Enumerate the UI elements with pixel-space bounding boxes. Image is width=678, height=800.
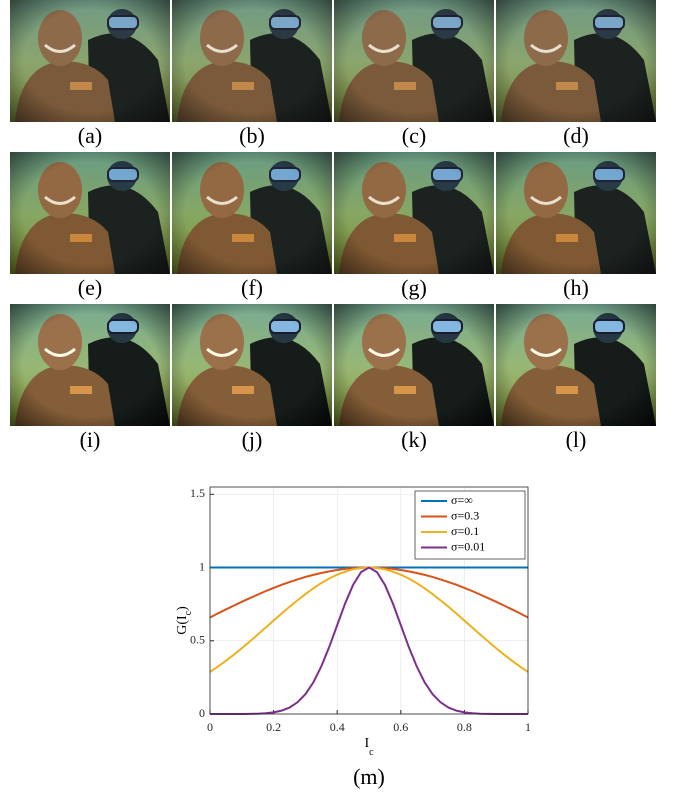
x-axis-label: Ic — [364, 736, 374, 758]
photo — [172, 0, 332, 122]
panel-label: (j) — [242, 427, 263, 452]
photo — [496, 0, 656, 122]
photo — [496, 304, 656, 426]
photo — [334, 304, 494, 426]
chart: 0 0.5 1 1.5 0 0.2 0.4 0.6 0.8 1 σ=∞σ=0.3 σ=0.1σ=0.0… — [175, 486, 531, 789]
legend-label: σ=0.3 — [451, 508, 479, 522]
legend-label: σ=0.1 — [451, 524, 479, 538]
y-tick-label: 1.5 — [190, 486, 205, 500]
x-tick-label: 0 — [207, 720, 213, 734]
legend-label: σ=∞ — [451, 493, 473, 507]
y-axis-label: G(Ic) — [175, 606, 194, 635]
panel-label: (c) — [402, 123, 426, 148]
photo — [334, 152, 494, 274]
panel-label: (a) — [78, 123, 102, 148]
chart-caption: (m) — [353, 764, 385, 789]
panel-label: (h) — [563, 275, 589, 300]
y-axis-label-end: ) — [175, 606, 190, 611]
image-grid: (a) (b) (c) (d) (e) (f) (g) (h) (i) (j) (k) (l) — [10, 0, 656, 452]
panel-label: (e) — [78, 275, 102, 300]
panel-label: (l) — [566, 427, 587, 452]
legend: σ=∞σ=0.3 σ=0.1σ=0.01 — [414, 490, 526, 560]
legend-label: σ=0.01 — [451, 539, 485, 553]
x-tick-label: 0.2 — [266, 720, 281, 734]
axes-box — [209, 486, 529, 715]
x-tick-label: 0.4 — [330, 720, 345, 734]
x-axis-label-sub: c — [369, 747, 374, 758]
panel-label: (g) — [401, 275, 427, 300]
x-tick-label: 0.8 — [457, 720, 472, 734]
x-tick-label: 0.6 — [393, 720, 408, 734]
y-axis-label-main: G(I — [175, 615, 190, 635]
y-axis-label-sub: c — [183, 610, 194, 615]
y-tick-label: 1 — [199, 559, 205, 573]
y-tick-label: 0 — [199, 706, 205, 720]
photo — [172, 152, 332, 274]
photo — [10, 0, 170, 122]
photo — [172, 304, 332, 426]
photo — [10, 152, 170, 274]
y-tick-label: 0.5 — [190, 633, 205, 647]
photo — [10, 304, 170, 426]
x-axis-label-main: I — [364, 736, 369, 751]
panel-label: (i) — [80, 427, 101, 452]
photo — [334, 0, 494, 122]
line-series — [210, 566, 528, 715]
x-tick-label: 1 — [525, 720, 531, 734]
panel-label: (f) — [241, 275, 263, 300]
panel-label: (k) — [401, 427, 427, 452]
panel-label: (b) — [239, 123, 265, 148]
panel-label: (d) — [563, 123, 589, 148]
photo — [496, 152, 656, 274]
